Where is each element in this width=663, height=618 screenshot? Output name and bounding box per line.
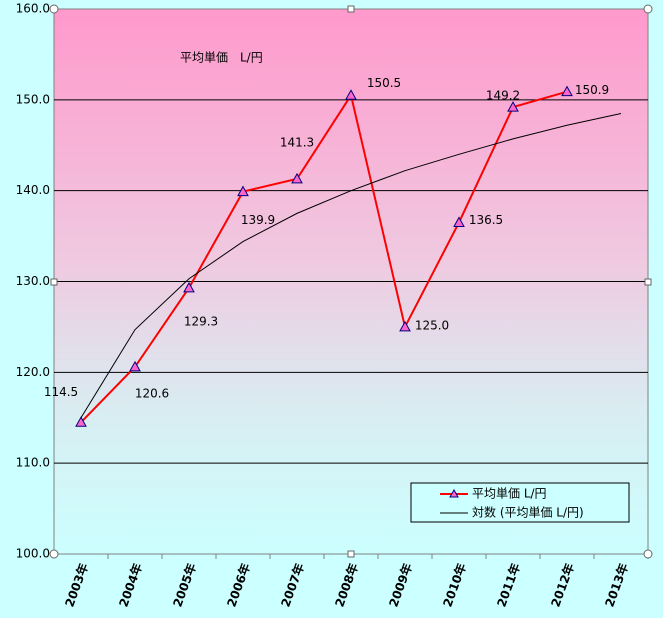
y-tick-label: 140.0 bbox=[16, 183, 50, 197]
handle bbox=[643, 549, 653, 559]
y-tick-label: 130.0 bbox=[16, 274, 50, 288]
marker bbox=[75, 416, 87, 427]
marker bbox=[291, 172, 303, 184]
marker bbox=[183, 281, 195, 293]
marker bbox=[399, 320, 411, 332]
handle bbox=[50, 278, 58, 286]
legend bbox=[410, 482, 630, 523]
handle bbox=[49, 549, 59, 559]
data-label: 136.5 bbox=[469, 213, 503, 227]
handle bbox=[643, 4, 653, 14]
handle bbox=[347, 5, 355, 13]
marker bbox=[453, 216, 465, 227]
y-tick-label: 160.0 bbox=[16, 2, 50, 16]
data-label: 149.2 bbox=[486, 89, 520, 103]
y-tick-label: 110.0 bbox=[16, 456, 50, 470]
legend-marker bbox=[449, 488, 459, 498]
data-label: 139.9 bbox=[241, 213, 275, 227]
data-label: 129.3 bbox=[184, 314, 218, 328]
marker bbox=[129, 360, 141, 372]
y-tick-label: 150.0 bbox=[16, 92, 50, 106]
data-line bbox=[80, 90, 568, 423]
data-label: 150.5 bbox=[367, 76, 401, 90]
marker bbox=[561, 85, 573, 97]
handle bbox=[347, 550, 355, 558]
data-label: 141.3 bbox=[280, 135, 314, 149]
marker bbox=[345, 89, 357, 100]
trend-line bbox=[80, 112, 622, 419]
marker bbox=[507, 101, 519, 112]
handle bbox=[644, 278, 652, 286]
data-label: 114.5 bbox=[44, 385, 78, 399]
handle bbox=[49, 4, 59, 14]
chart-title: 平均単価 L/円 bbox=[180, 51, 263, 65]
y-tick-label: 120.0 bbox=[16, 365, 50, 379]
marker bbox=[237, 185, 249, 197]
legend-label: 平均単価 L/円 bbox=[472, 487, 547, 501]
legend-label: 対数 (平均単価 L/円) bbox=[472, 505, 584, 520]
y-tick-label: 100.0 bbox=[16, 547, 50, 561]
data-label: 150.9 bbox=[575, 83, 609, 97]
data-label: 125.0 bbox=[415, 318, 449, 332]
data-label: 120.6 bbox=[135, 386, 169, 400]
